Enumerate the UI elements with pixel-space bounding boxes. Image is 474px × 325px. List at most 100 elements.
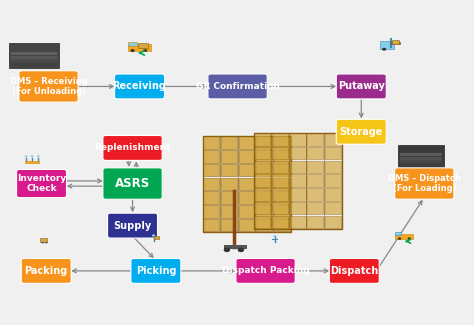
Text: Inventory
Check: Inventory Check xyxy=(17,174,66,193)
Circle shape xyxy=(382,48,386,51)
Bar xyxy=(254,133,342,229)
Bar xyxy=(202,136,291,232)
Text: Storage: Storage xyxy=(339,127,383,137)
Bar xyxy=(256,178,272,190)
Bar xyxy=(400,160,442,163)
FancyBboxPatch shape xyxy=(131,258,181,283)
Bar xyxy=(256,164,272,176)
Bar xyxy=(290,147,306,159)
Circle shape xyxy=(25,155,27,157)
Bar xyxy=(290,202,306,214)
Bar xyxy=(239,150,255,162)
Bar xyxy=(239,219,255,231)
Bar xyxy=(392,41,399,45)
Bar xyxy=(395,232,401,235)
Bar xyxy=(255,147,270,159)
Bar xyxy=(290,175,306,187)
Bar xyxy=(272,147,288,159)
Circle shape xyxy=(37,155,40,157)
Circle shape xyxy=(45,242,47,243)
Bar xyxy=(325,161,341,173)
Bar xyxy=(221,164,237,176)
Bar xyxy=(325,133,341,146)
Bar xyxy=(255,202,270,214)
Bar xyxy=(290,161,306,173)
Bar xyxy=(274,205,290,218)
Bar xyxy=(255,161,270,173)
Bar xyxy=(290,216,306,228)
FancyBboxPatch shape xyxy=(208,74,267,99)
Bar xyxy=(203,191,219,204)
Bar xyxy=(256,219,272,231)
Text: Receiving: Receiving xyxy=(113,82,166,91)
Bar xyxy=(203,178,219,190)
Bar xyxy=(272,188,288,201)
Bar xyxy=(128,44,151,50)
Bar xyxy=(255,188,270,201)
Bar xyxy=(380,42,394,49)
Circle shape xyxy=(408,238,411,240)
Bar xyxy=(256,191,272,204)
Bar xyxy=(256,136,272,149)
Text: Dispatch Packing: Dispatch Packing xyxy=(222,266,310,275)
Bar xyxy=(9,44,59,68)
Bar xyxy=(221,136,237,149)
FancyBboxPatch shape xyxy=(19,71,78,102)
Bar xyxy=(255,133,270,146)
Text: DMS – Dispatch
(For Loading): DMS – Dispatch (For Loading) xyxy=(388,174,461,193)
FancyBboxPatch shape xyxy=(108,213,157,238)
Bar xyxy=(239,164,255,176)
Circle shape xyxy=(237,248,244,252)
Bar xyxy=(272,216,288,228)
FancyBboxPatch shape xyxy=(21,258,71,283)
Bar xyxy=(256,205,272,218)
Bar xyxy=(398,145,444,168)
Bar xyxy=(221,205,237,218)
Circle shape xyxy=(130,49,135,52)
Text: Replenishment: Replenishment xyxy=(94,143,171,152)
Bar xyxy=(272,161,288,173)
Bar xyxy=(203,205,219,218)
Bar xyxy=(11,56,57,59)
Bar xyxy=(272,202,288,214)
Bar xyxy=(325,147,341,159)
Bar xyxy=(308,202,323,214)
Circle shape xyxy=(143,49,147,52)
Text: Supply: Supply xyxy=(113,221,152,231)
FancyBboxPatch shape xyxy=(103,168,162,199)
Text: Picking: Picking xyxy=(136,266,176,276)
FancyBboxPatch shape xyxy=(329,258,379,283)
FancyBboxPatch shape xyxy=(336,119,386,144)
Circle shape xyxy=(224,248,230,252)
Bar xyxy=(239,178,255,190)
Bar xyxy=(274,178,290,190)
Bar xyxy=(203,136,219,149)
Bar xyxy=(308,175,323,187)
Bar xyxy=(203,164,219,176)
Bar xyxy=(203,150,219,162)
FancyBboxPatch shape xyxy=(236,258,295,283)
Bar xyxy=(274,219,290,231)
Bar xyxy=(325,188,341,201)
Circle shape xyxy=(41,242,44,243)
Text: DMS – Receiving
(For Unloading): DMS – Receiving (For Unloading) xyxy=(9,77,87,96)
Text: GR Confirmation: GR Confirmation xyxy=(196,82,280,91)
Text: Packing: Packing xyxy=(25,266,68,276)
Bar xyxy=(11,52,57,55)
Bar xyxy=(272,175,288,187)
Bar xyxy=(272,133,288,146)
Bar xyxy=(11,63,57,66)
Bar xyxy=(40,238,47,242)
Bar xyxy=(128,42,137,46)
Bar xyxy=(308,216,323,228)
Bar xyxy=(308,188,323,201)
Bar xyxy=(308,133,323,146)
Bar xyxy=(11,59,57,62)
Bar xyxy=(221,191,237,204)
Bar xyxy=(290,133,306,146)
FancyBboxPatch shape xyxy=(17,169,66,198)
Bar xyxy=(400,157,442,160)
Bar xyxy=(256,150,272,162)
Text: Putaway: Putaway xyxy=(338,82,385,91)
FancyBboxPatch shape xyxy=(336,74,386,99)
